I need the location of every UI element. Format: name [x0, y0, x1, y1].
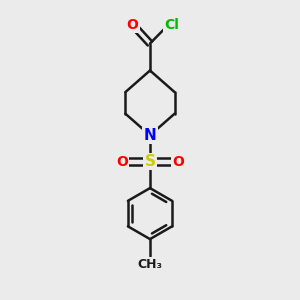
Text: O: O	[172, 155, 184, 169]
Text: Cl: Cl	[164, 18, 179, 32]
Text: O: O	[127, 18, 139, 32]
Text: S: S	[145, 154, 155, 169]
Text: N: N	[144, 128, 156, 143]
Text: O: O	[116, 155, 128, 169]
Text: CH₃: CH₃	[137, 257, 163, 271]
